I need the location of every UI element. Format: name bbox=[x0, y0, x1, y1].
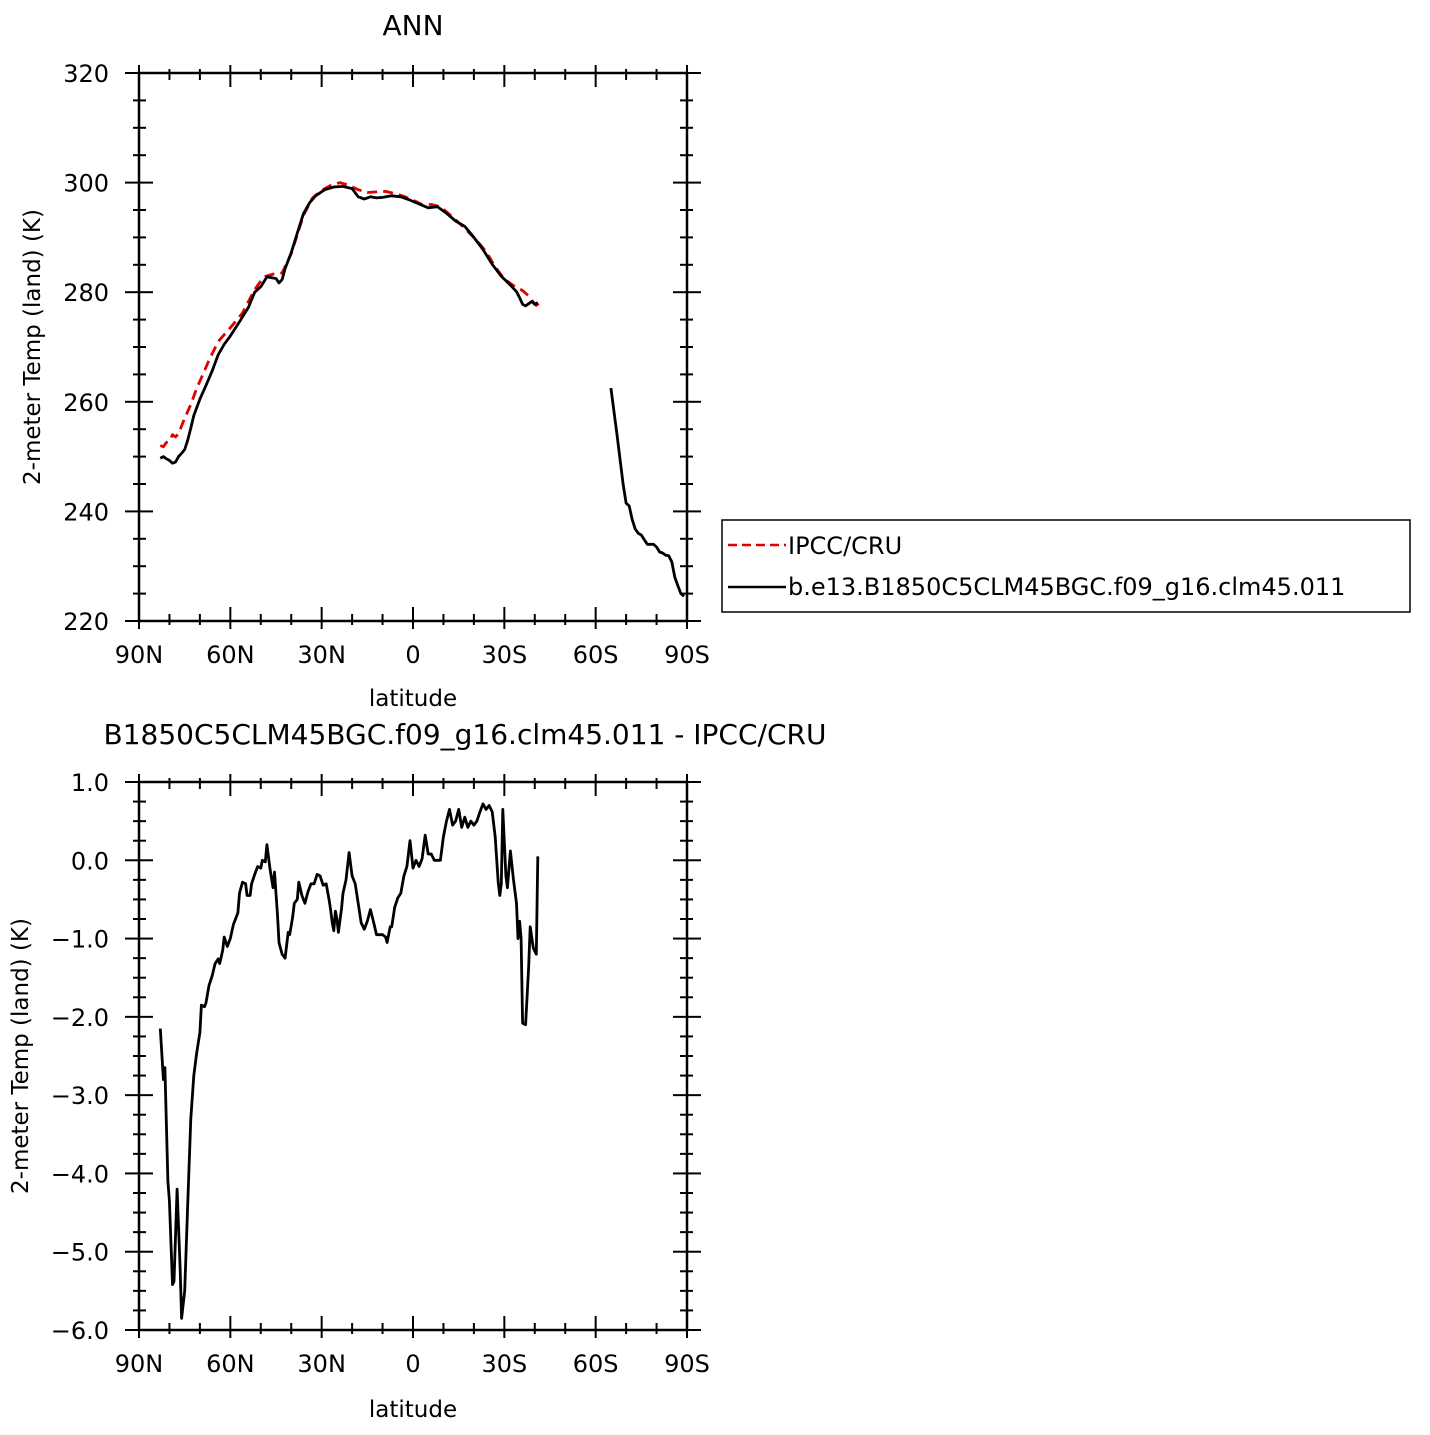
legend: IPCC/CRU b.e13.B1850C5CLM45BGC.f09_g16.c… bbox=[721, 519, 1411, 613]
bottom-x-tick-label: 30S bbox=[481, 1350, 527, 1378]
top-plot-frame bbox=[137, 71, 689, 623]
top-x-axis-label: latitude bbox=[369, 686, 457, 712]
bottom-y-tick-label: −2.0 bbox=[51, 1004, 109, 1032]
bottom-panel: B1850C5CLM45BGC.f09_g16.clm45.011 - IPCC… bbox=[8, 718, 826, 1423]
bottom-x-tick-label: 30N bbox=[297, 1350, 346, 1378]
legend-box bbox=[721, 519, 1411, 613]
top-x-tick-label: 90S bbox=[664, 641, 710, 669]
bottom-y-tick-label: −6.0 bbox=[51, 1317, 109, 1345]
top-y-tick-label: 320 bbox=[63, 60, 109, 88]
top-y-tick-label: 220 bbox=[63, 608, 109, 636]
bottom-chart-title: B1850C5CLM45BGC.f09_g16.clm45.011 - IPCC… bbox=[104, 718, 827, 751]
top-x-tick-label: 30S bbox=[481, 641, 527, 669]
bottom-x-tick-label: 60S bbox=[573, 1350, 619, 1378]
top-panel: ANN 90N 60N 30N 0 30S 60S 90S 220 240 260 280 300 32… bbox=[20, 9, 710, 712]
bottom-y-tick-label: −4.0 bbox=[51, 1160, 109, 1188]
bottom-y-tick-label: 1.0 bbox=[71, 769, 109, 797]
top-x-tick-label: 30N bbox=[297, 641, 346, 669]
bottom-y-tick-label: 0.0 bbox=[71, 847, 109, 875]
bottom-y-tick-label: −1.0 bbox=[51, 926, 109, 954]
bottom-series-difference-line bbox=[158, 802, 540, 1320]
legend-label-ipcc-cru: IPCC/CRU bbox=[788, 532, 902, 560]
bottom-x-tick-label: 90S bbox=[664, 1350, 710, 1378]
top-x-tick-label: 60S bbox=[573, 641, 619, 669]
bottom-y-tick-label: −3.0 bbox=[51, 1082, 109, 1110]
top-y-axis-label: 2-meter Temp (land) (K) bbox=[20, 209, 46, 485]
top-series-ipcc-cru-line bbox=[159, 181, 541, 449]
top-y-tick-label: 240 bbox=[63, 498, 109, 526]
legend-label-model: b.e13.B1850C5CLM45BGC.f09_g16.clm45.011 bbox=[788, 573, 1345, 601]
bottom-y-tick-label: −5.0 bbox=[51, 1239, 109, 1267]
bottom-x-tick-label: 90N bbox=[115, 1350, 164, 1378]
top-x-tick-label: 60N bbox=[206, 641, 255, 669]
top-y-tick-label: 260 bbox=[63, 389, 109, 417]
bottom-plot-frame bbox=[137, 780, 689, 1332]
bottom-x-tick-label: 0 bbox=[405, 1350, 420, 1378]
top-chart-title: ANN bbox=[382, 9, 443, 42]
top-y-tick-label: 280 bbox=[63, 279, 109, 307]
bottom-x-axis-label: latitude bbox=[369, 1397, 457, 1423]
bottom-y-axis-label: 2-meter Temp (land) (K) bbox=[8, 918, 34, 1194]
bottom-x-tick-label: 60N bbox=[206, 1350, 255, 1378]
top-y-tick-label: 300 bbox=[63, 170, 109, 198]
top-x-tick-label: 0 bbox=[405, 641, 420, 669]
top-series-model-line bbox=[609, 387, 685, 598]
top-series-model-line bbox=[159, 185, 539, 465]
top-x-tick-label: 90N bbox=[115, 641, 164, 669]
